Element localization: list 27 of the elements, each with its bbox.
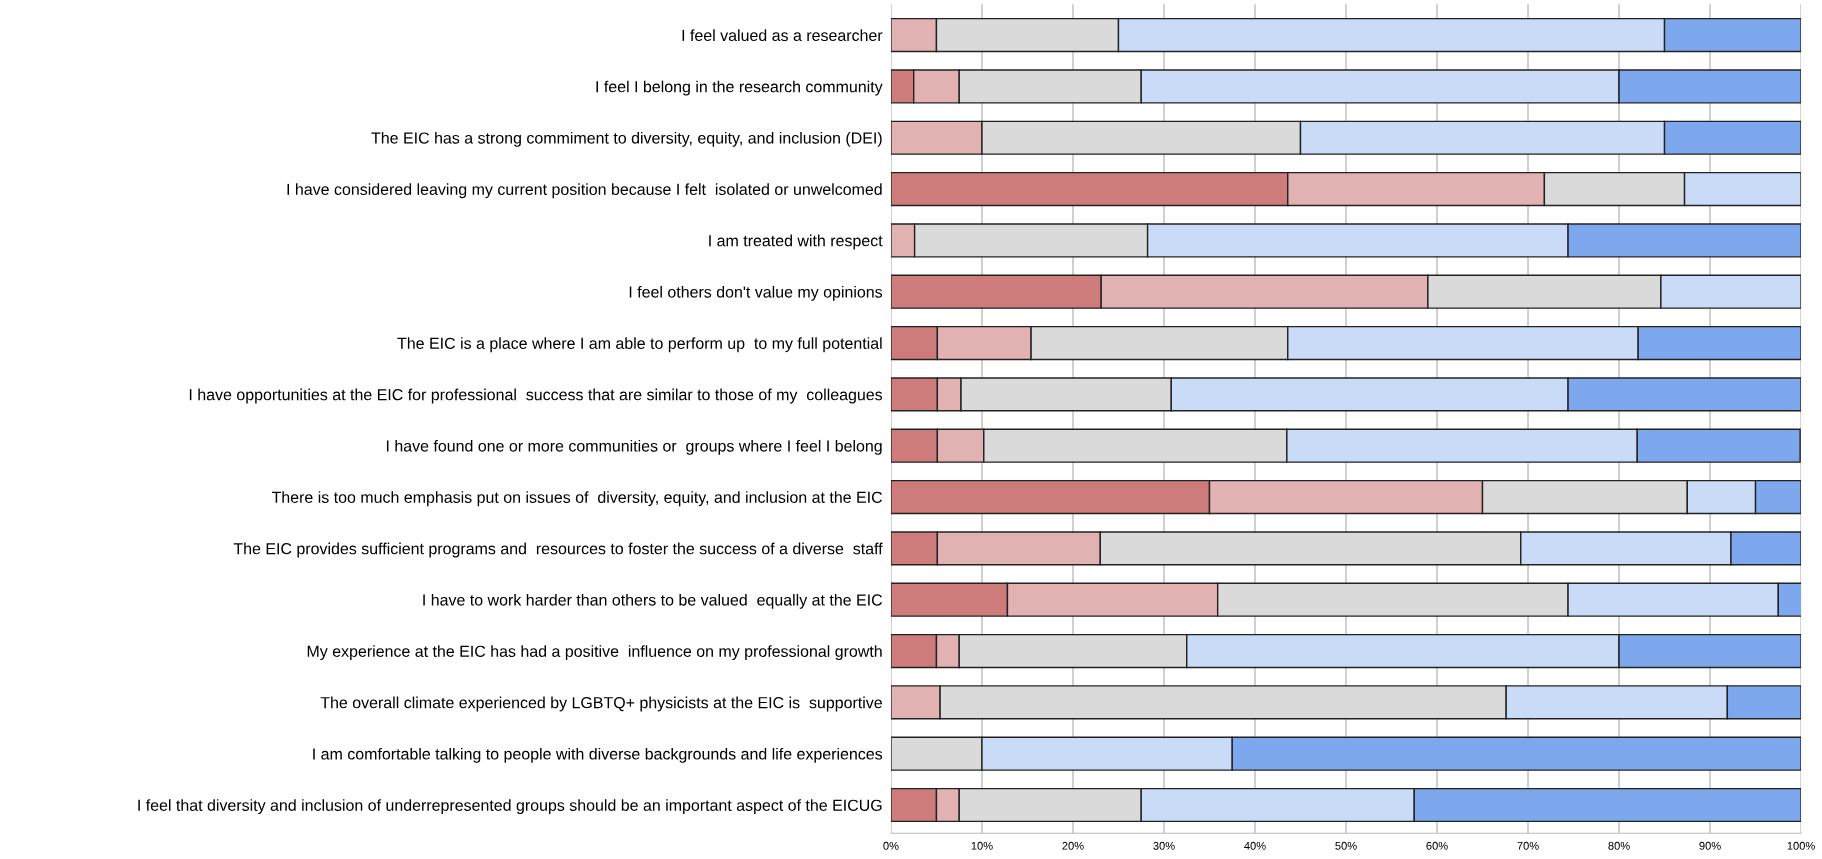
y-tick-label: The EIC provides sufficient programs and resources to foster the success of a diverse staff <box>233 542 883 558</box>
y-tick-label: I feel I belong in the research community <box>596 80 883 96</box>
y-tick-label: I have considered leaving my current position because I felt isolated or unwelcomed <box>287 183 882 199</box>
y-tick-label: I feel that diversity and inclusion of underrepresented groups should be an important aspect of the EICUG <box>138 799 882 815</box>
x-tick-label: 80% <box>1608 841 1630 850</box>
y-tick-label: There is too much emphasis put on issues of diversity, equity, and inclusion at the EIC <box>271 491 883 507</box>
x-tick-label: 0% <box>883 841 899 850</box>
y-tick-label: I am comfortable talking to people with diverse backgrounds and life experiences <box>313 747 883 763</box>
x-tick-label: 10% <box>971 841 993 850</box>
y-tick-label: I feel valued as a researcher <box>682 29 883 42</box>
x-tick-label: 90% <box>1699 841 1721 850</box>
y-tick-label: The overall climate experienced by LGBTQ+ physicists at the EIC is supportive <box>320 696 882 712</box>
x-tick-label: 100% <box>1787 841 1815 850</box>
y-tick-label: I am treated with respect <box>709 234 883 250</box>
x-tick-label: 60% <box>1426 841 1448 850</box>
x-tick-label: 20% <box>1062 841 1084 850</box>
x-tick-label: 40% <box>1244 841 1266 850</box>
y-tick-label: The EIC is a place where I am able to perform up to my full potential <box>397 337 882 353</box>
x-tick-label: 70% <box>1517 841 1539 850</box>
x-tick-label: 50% <box>1335 841 1357 850</box>
y-tick-label: My experience at the EIC has had a positive influence on my professional growth <box>307 645 882 661</box>
y-tick-label: I have to work harder than others to be valued equally at the EIC <box>423 593 883 609</box>
y-tick-label: The EIC has a strong commiment to diversity, equity, and inclusion (DEI) <box>371 131 882 147</box>
y-tick-label: I have found one or more communities or groups where I feel I belong <box>386 439 882 455</box>
y-tick-label: I feel others don't value my opinions <box>629 285 883 301</box>
y-tick-label: I have opportunities at the EIC for professional success that are similar to those of my colleagues <box>189 388 883 404</box>
x-tick-label: 30% <box>1153 841 1175 850</box>
